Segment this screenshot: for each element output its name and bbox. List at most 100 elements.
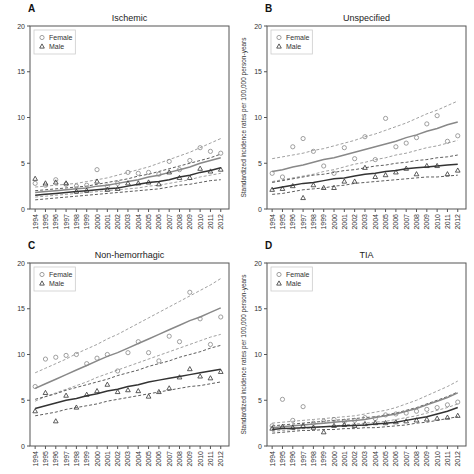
point xyxy=(321,430,326,434)
title: TIA xyxy=(359,250,373,260)
x-tick-label: 2001 xyxy=(104,214,111,230)
x-tick-label: 1997 xyxy=(300,451,307,467)
point xyxy=(136,181,141,185)
point xyxy=(404,166,409,170)
point xyxy=(33,176,38,180)
x-tick-label: 2012 xyxy=(454,451,461,467)
point xyxy=(43,390,48,394)
point xyxy=(105,187,110,191)
point xyxy=(95,356,99,360)
x-tick-label: 2012 xyxy=(454,214,461,230)
x-tick-label: 2004 xyxy=(135,451,142,467)
x-tick-label: 2010 xyxy=(197,451,204,467)
x-tick-label: 2009 xyxy=(186,451,193,467)
point xyxy=(33,409,38,413)
x-tick-label: 2008 xyxy=(176,451,183,467)
point xyxy=(188,290,192,294)
ci-line xyxy=(35,345,221,399)
x-tick-label: 1994 xyxy=(269,451,276,467)
y-tick-label: 15 xyxy=(254,68,262,75)
point xyxy=(383,413,387,417)
point xyxy=(445,172,450,176)
x-tick-label: 2000 xyxy=(94,214,101,230)
point xyxy=(394,145,398,149)
y-tick-label: 20 xyxy=(254,260,262,267)
data-area xyxy=(270,101,460,200)
point xyxy=(95,179,100,183)
x-tick-label: 2010 xyxy=(434,451,441,467)
point xyxy=(404,141,408,145)
point xyxy=(105,352,109,356)
panel-label: A xyxy=(28,3,35,14)
x-tick-label: 2004 xyxy=(372,214,379,230)
legend-frame xyxy=(271,30,312,54)
x-tick-label: 2010 xyxy=(197,214,204,230)
x-tick-label: 2012 xyxy=(217,451,224,467)
x-tick-label: 1996 xyxy=(289,214,296,230)
ci-line xyxy=(272,175,458,194)
x-tick-label: 2009 xyxy=(423,451,430,467)
point xyxy=(301,405,305,409)
x-tick-label: 2004 xyxy=(135,214,142,230)
legend: FemaleMale xyxy=(271,267,312,291)
point xyxy=(332,417,336,421)
point xyxy=(455,413,460,417)
ci-line xyxy=(35,279,221,373)
x-tick-label: 1994 xyxy=(269,214,276,230)
point xyxy=(425,122,429,126)
point xyxy=(126,351,130,355)
legend-label: Male xyxy=(49,43,64,50)
point xyxy=(146,180,151,184)
x-tick-label: 2000 xyxy=(331,214,338,230)
point xyxy=(208,376,213,380)
point xyxy=(188,158,192,162)
point xyxy=(64,393,69,397)
point xyxy=(85,362,89,366)
point xyxy=(146,351,150,355)
point xyxy=(414,172,419,176)
point xyxy=(322,164,326,168)
point xyxy=(157,359,161,363)
point xyxy=(167,386,172,390)
point xyxy=(53,180,58,184)
plot-frame xyxy=(267,263,466,446)
point xyxy=(74,352,78,356)
x-tick-label: 2009 xyxy=(423,214,430,230)
point xyxy=(116,181,120,185)
fit-line xyxy=(35,308,221,389)
y-tick-label: 5 xyxy=(21,160,25,167)
point xyxy=(198,317,202,321)
x-tick-label: 1996 xyxy=(289,451,296,467)
point xyxy=(198,146,202,150)
x-tick-label: 1994 xyxy=(32,451,39,467)
x-tick-label: 1994 xyxy=(32,214,39,230)
legend-label: Male xyxy=(286,280,301,287)
x-tick-label: 2008 xyxy=(176,214,183,230)
point xyxy=(352,423,357,427)
x-tick-label: 1997 xyxy=(63,214,70,230)
point xyxy=(136,340,140,344)
point xyxy=(404,419,409,423)
point xyxy=(74,189,79,193)
legend-symbol xyxy=(40,281,45,285)
legend-label: Female xyxy=(49,271,72,278)
data-area xyxy=(33,279,223,423)
point xyxy=(187,175,192,179)
x-tick-label: 1999 xyxy=(320,451,327,467)
title: Ischemic xyxy=(112,13,148,23)
point xyxy=(146,394,151,398)
panel-label: C xyxy=(28,240,35,251)
point xyxy=(301,423,306,427)
x-tick-label: 2011 xyxy=(444,451,451,466)
point xyxy=(208,169,213,173)
point xyxy=(208,149,212,153)
x-tick-label: 2007 xyxy=(166,451,173,467)
point xyxy=(383,173,388,177)
y-tick-label: 10 xyxy=(254,114,262,121)
plot-frame xyxy=(30,26,229,209)
x-tick-label: 1999 xyxy=(83,214,90,230)
legend-frame xyxy=(34,30,75,54)
legend: FemaleMale xyxy=(271,30,312,54)
y-tick-label: 0 xyxy=(258,206,262,213)
y-axis-label: Standardized incidence rates per 100,000… xyxy=(240,274,248,435)
